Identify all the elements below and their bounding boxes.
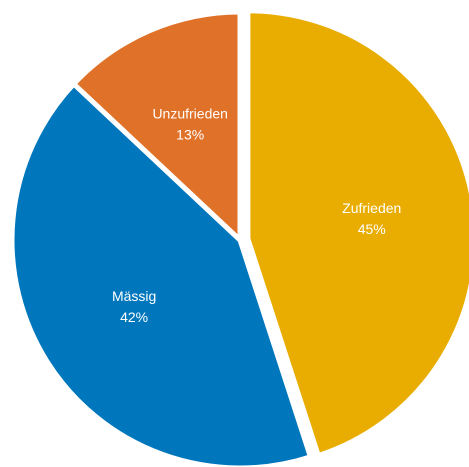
slice-label: Mässig [112,288,156,304]
pie-slice [71,9,243,243]
pie-slice [9,81,313,467]
slice-value-label: 13% [176,127,204,143]
slice-value-label: 42% [120,309,148,325]
slice-label: Zufrieden [342,200,401,216]
slice-value-label: 45% [358,221,386,237]
slice-label: Unzufrieden [152,106,228,122]
pie-slice [245,8,469,459]
